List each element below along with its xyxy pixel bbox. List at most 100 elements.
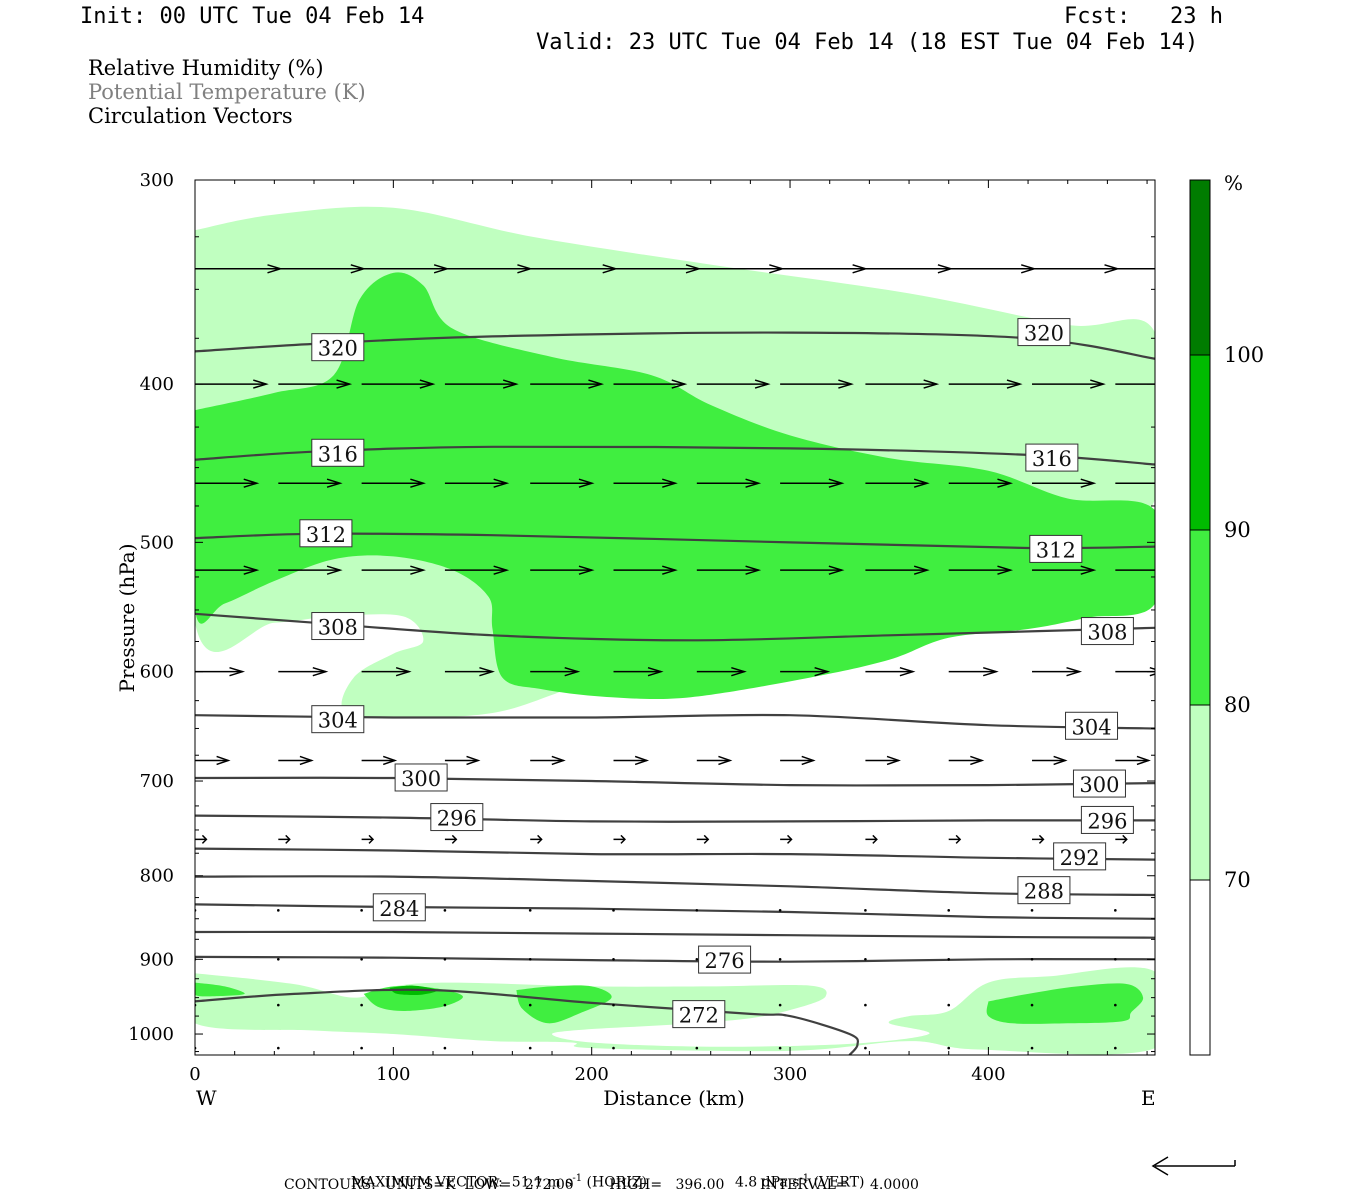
contour-label-box	[430, 803, 484, 832]
circulation-vector	[277, 909, 280, 912]
circulation-vector	[278, 666, 329, 677]
circulation-vector	[361, 834, 375, 844]
circulation-vector	[530, 565, 595, 575]
contour-label-296: 296	[437, 807, 477, 831]
circulation-vector	[613, 666, 664, 677]
y-tick-label: 300	[140, 170, 174, 191]
circulation-vector	[612, 957, 615, 961]
contour-label-320: 320	[318, 337, 358, 361]
rh-80-cell-w	[195, 982, 245, 997]
circulation-vector	[948, 478, 1014, 488]
x-tick-label: 200	[575, 1064, 609, 1085]
contour-label-316: 316	[1032, 447, 1072, 471]
contour-label-308: 308	[1087, 621, 1127, 645]
contour-label-box	[1029, 534, 1083, 563]
circulation-vector	[360, 909, 363, 912]
circulation-vector	[444, 834, 458, 844]
contour-label-276: 276	[705, 949, 745, 973]
circulation-vector	[696, 565, 762, 575]
contour-label-272: 272	[679, 1004, 719, 1028]
y-tick-label: 600	[140, 662, 174, 683]
circulation-vector	[613, 478, 678, 488]
y-tick-label: 900	[140, 949, 174, 970]
circulation-vector	[277, 1003, 280, 1007]
circulation-vector	[780, 834, 793, 844]
circulation-vector	[696, 666, 747, 677]
circulation-vector	[195, 478, 260, 488]
circulation-vector	[528, 957, 532, 961]
circulation-vector	[361, 755, 398, 766]
circulation-vector	[361, 565, 426, 575]
x-tick-label: 0	[189, 1064, 200, 1085]
circulation-vector	[865, 565, 930, 575]
circulation-vector	[1030, 1046, 1034, 1050]
rh-80-cell-3	[986, 983, 1144, 1024]
circulation-vector	[530, 834, 543, 844]
y-tick-label: 1000	[128, 1024, 174, 1045]
plot-frame	[194, 179, 1156, 1056]
contour-label-304: 304	[1071, 715, 1111, 739]
circulation-vector	[865, 379, 940, 389]
theta-contour-296	[195, 814, 1155, 823]
circulation-vector	[360, 1003, 363, 1007]
rh-80-cell-2	[516, 985, 612, 1024]
circulation-vector	[778, 1003, 782, 1007]
circulation-vector	[864, 909, 867, 912]
circulation-vector	[278, 565, 343, 575]
colorbar-label: 90	[1224, 518, 1251, 542]
circulation-vector	[195, 565, 260, 575]
circulation-vector	[361, 379, 436, 389]
contour-label-308: 308	[318, 616, 358, 640]
theta-contour-280	[195, 930, 1155, 939]
contour-label-box	[1080, 805, 1134, 834]
contour-label-box	[1017, 876, 1071, 905]
circulation-vector	[443, 909, 447, 912]
circulation-vector	[780, 755, 816, 766]
x-tick-label: 100	[376, 1064, 410, 1085]
circulation-vector	[948, 379, 1023, 389]
rh-80-cell-1	[363, 985, 463, 1011]
circulation-vector	[1115, 834, 1128, 844]
circulation-vector	[948, 666, 999, 677]
colorbar-segment	[1189, 179, 1211, 356]
colorbar-segment	[1189, 879, 1211, 1056]
colorbar-label: 80	[1224, 693, 1251, 717]
contour-label-box	[311, 333, 365, 362]
circulation-vector	[1114, 1046, 1117, 1050]
y-tick-label: 800	[140, 866, 174, 887]
contour-label-box	[311, 438, 365, 467]
circulation-vector	[444, 565, 510, 575]
circulation-vector	[1115, 569, 1155, 571]
circulation-vector	[947, 1003, 951, 1007]
circulation-vector	[528, 909, 532, 912]
colorbar-unit: %	[1224, 171, 1243, 195]
contour-label-312: 312	[306, 523, 346, 547]
contour-label-box	[672, 1000, 726, 1029]
circulation-vector	[613, 755, 650, 766]
circulation-vector	[695, 957, 699, 961]
theta-contour-272	[195, 988, 860, 1055]
colorbar-label: 70	[1224, 868, 1251, 892]
circulation-vector	[865, 755, 901, 766]
x-tick-label: 300	[773, 1064, 807, 1085]
circulation-vector	[613, 565, 678, 575]
circulation-vector	[278, 478, 343, 488]
theta-contour-276	[195, 955, 1155, 963]
contour-label-288: 288	[1024, 880, 1064, 904]
contour-label-292: 292	[1060, 846, 1100, 870]
reference-arrow	[1151, 1156, 1236, 1176]
circulation-vector	[780, 379, 854, 389]
circulation-vector	[696, 379, 771, 389]
circulation-vector	[443, 1003, 447, 1007]
circulation-vector	[780, 264, 869, 274]
contour-info: CONTOURS: UNITS=K LOW= 272.00 HIGH= 396.…	[284, 1177, 919, 1193]
circulation-vector	[530, 379, 605, 389]
circulation-vector	[1032, 478, 1097, 488]
circulation-vector	[778, 957, 782, 961]
circulation-vector	[361, 666, 412, 677]
circulation-vector	[864, 1003, 867, 1007]
title-theta: Potential Temperature (K)	[88, 80, 366, 104]
init-time: Init: 00 UTC Tue 04 Feb 14	[80, 4, 425, 29]
circulation-vector	[278, 755, 314, 766]
